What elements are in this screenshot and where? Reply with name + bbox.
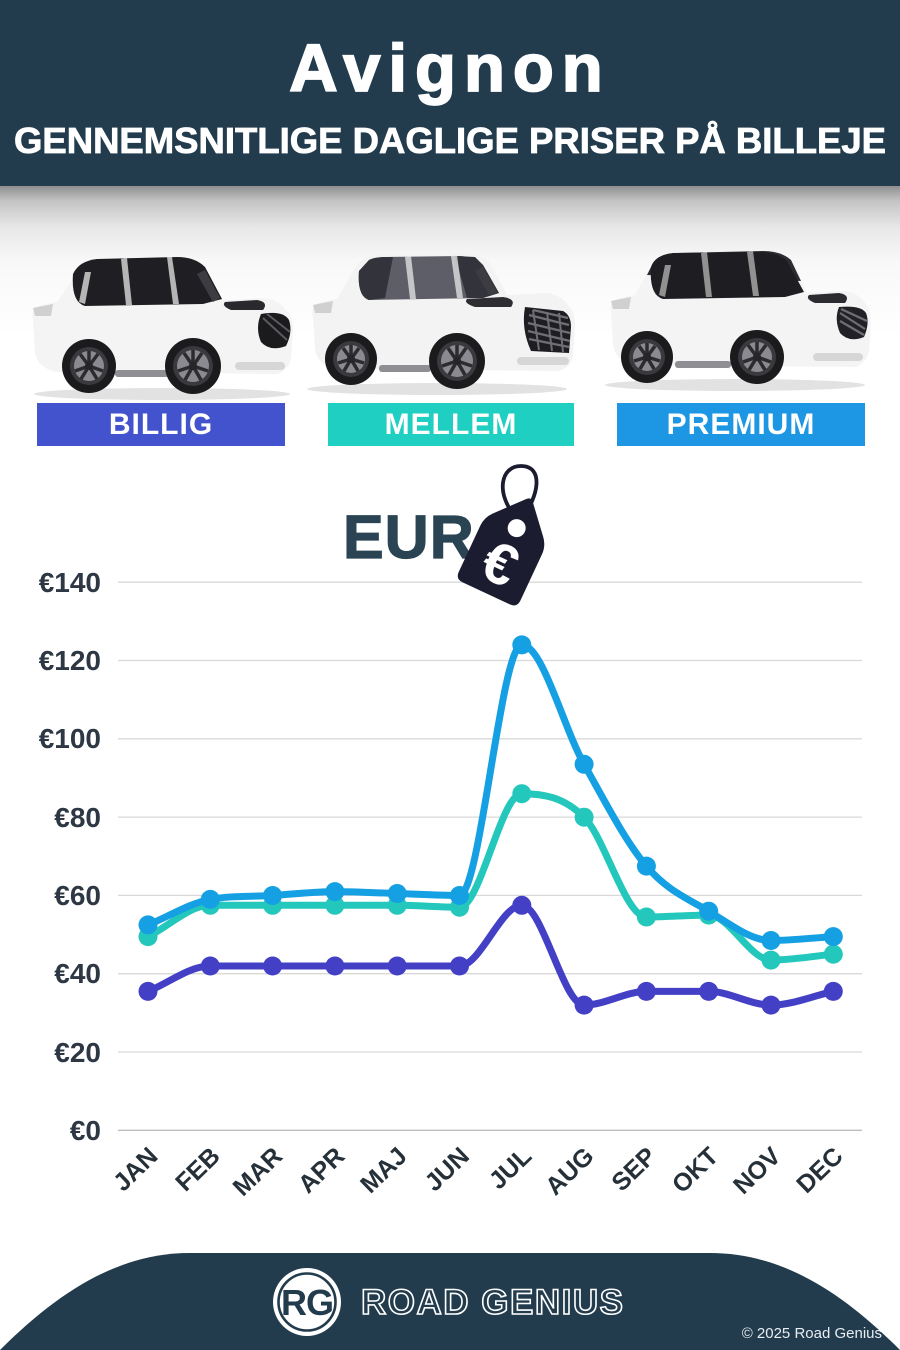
svg-text:€140: €140 bbox=[39, 567, 101, 598]
svg-text:€20: €20 bbox=[54, 1037, 101, 1068]
svg-text:FEB: FEB bbox=[170, 1142, 225, 1197]
svg-text:AUG: AUG bbox=[540, 1142, 599, 1201]
svg-text:€40: €40 bbox=[54, 958, 101, 989]
svg-text:JUL: JUL bbox=[484, 1142, 537, 1195]
svg-text:€60: €60 bbox=[54, 880, 101, 911]
svg-text:€120: €120 bbox=[39, 645, 101, 676]
svg-text:ROAD GENIUS: ROAD GENIUS bbox=[361, 1283, 624, 1322]
svg-text:JUN: JUN bbox=[419, 1142, 474, 1197]
svg-text:OKT: OKT bbox=[667, 1142, 724, 1199]
svg-text:€100: €100 bbox=[39, 723, 101, 754]
svg-text:MAJ: MAJ bbox=[355, 1142, 412, 1199]
svg-text:JAN: JAN bbox=[108, 1142, 163, 1197]
svg-text:DEC: DEC bbox=[791, 1142, 848, 1199]
svg-text:NOV: NOV bbox=[728, 1142, 787, 1200]
svg-text:APR: APR bbox=[293, 1142, 350, 1199]
svg-text:RG: RG bbox=[281, 1282, 333, 1323]
svg-text:SEP: SEP bbox=[606, 1142, 661, 1197]
svg-text:MAR: MAR bbox=[228, 1142, 288, 1202]
svg-text:€80: €80 bbox=[54, 802, 101, 833]
svg-text:€0: €0 bbox=[70, 1115, 101, 1146]
